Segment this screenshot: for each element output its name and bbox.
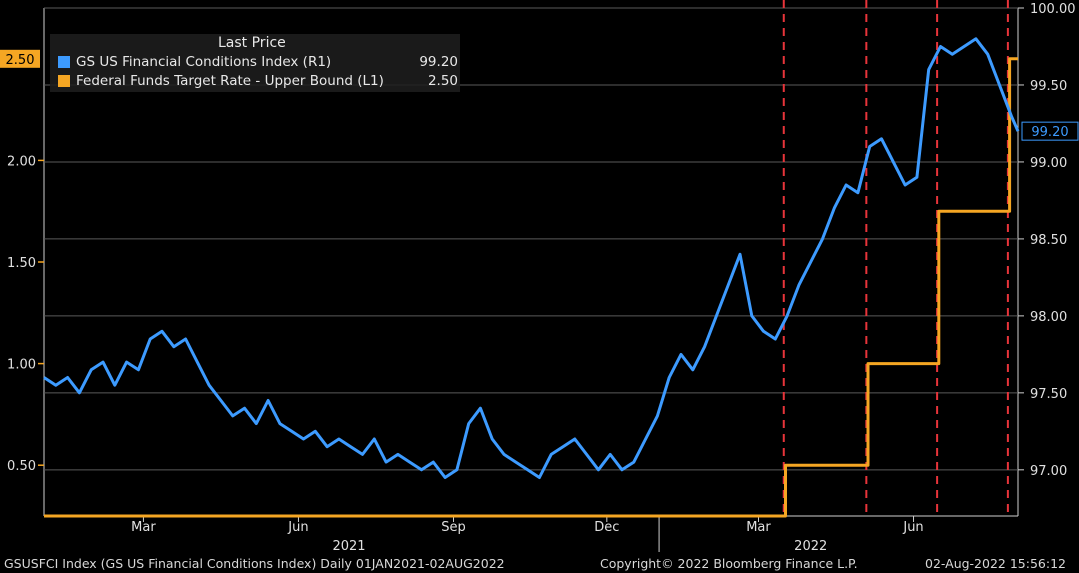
right-tick-label: 100.00 bbox=[1030, 2, 1076, 17]
footer-index-info: GSUSFCI Index (GS US Financial Condition… bbox=[4, 556, 505, 571]
legend-series-value: 2.50 bbox=[427, 73, 458, 89]
legend-box bbox=[50, 34, 460, 92]
right-tick-label: 97.50 bbox=[1030, 387, 1067, 402]
x-tick-label: Mar bbox=[746, 520, 771, 535]
x-year-label: 2022 bbox=[794, 539, 827, 554]
fed-funds-line bbox=[44, 57, 1018, 518]
left-tick-label: 2.00 bbox=[7, 154, 36, 169]
x-tick-label: Sep bbox=[441, 520, 466, 535]
right-last-value-tag bbox=[1021, 121, 1079, 141]
left-tick-label: 1.00 bbox=[7, 358, 36, 373]
footer-copyright: Copyright© 2022 Bloomberg Finance L.P. bbox=[600, 556, 858, 571]
legend-series-name: GS US Financial Conditions Index (R1) bbox=[76, 54, 332, 70]
x-tick-label: Mar bbox=[131, 520, 156, 535]
legend-swatch-blue bbox=[58, 56, 70, 68]
legend-entry-gsfci: GS US Financial Conditions Index (R1) 99… bbox=[58, 53, 458, 71]
legend-entry-fedfunds: Federal Funds Target Rate - Upper Bound … bbox=[58, 72, 458, 90]
left-last-value-tag bbox=[0, 49, 40, 68]
legend-series-name: Federal Funds Target Rate - Upper Bound … bbox=[76, 73, 384, 89]
x-tick-label: Jun bbox=[287, 520, 308, 535]
right-tick-label: 99.00 bbox=[1030, 156, 1067, 171]
footer-timestamp: 02-Aug-2022 15:56:12 bbox=[925, 556, 1066, 571]
legend-series-value: 99.20 bbox=[419, 54, 458, 70]
legend-title: Last Price bbox=[218, 35, 286, 51]
left-tick-label: 0.50 bbox=[7, 459, 36, 474]
legend-swatch-orange bbox=[58, 75, 70, 87]
x-tick-label: Dec bbox=[594, 520, 619, 535]
gsfci-line bbox=[43, 37, 1020, 479]
right-last-value-text: 99.20 bbox=[1031, 125, 1068, 140]
x-year-label: 2021 bbox=[332, 539, 365, 554]
right-tick-label: 97.00 bbox=[1030, 464, 1067, 479]
left-tick-label: 1.50 bbox=[7, 256, 36, 271]
left-last-value-text: 2.50 bbox=[6, 53, 35, 68]
right-tick-label: 99.50 bbox=[1030, 79, 1067, 94]
x-tick-label: Jun bbox=[902, 520, 923, 535]
right-tick-label: 98.50 bbox=[1030, 233, 1067, 248]
right-tick-label: 98.00 bbox=[1030, 310, 1067, 325]
